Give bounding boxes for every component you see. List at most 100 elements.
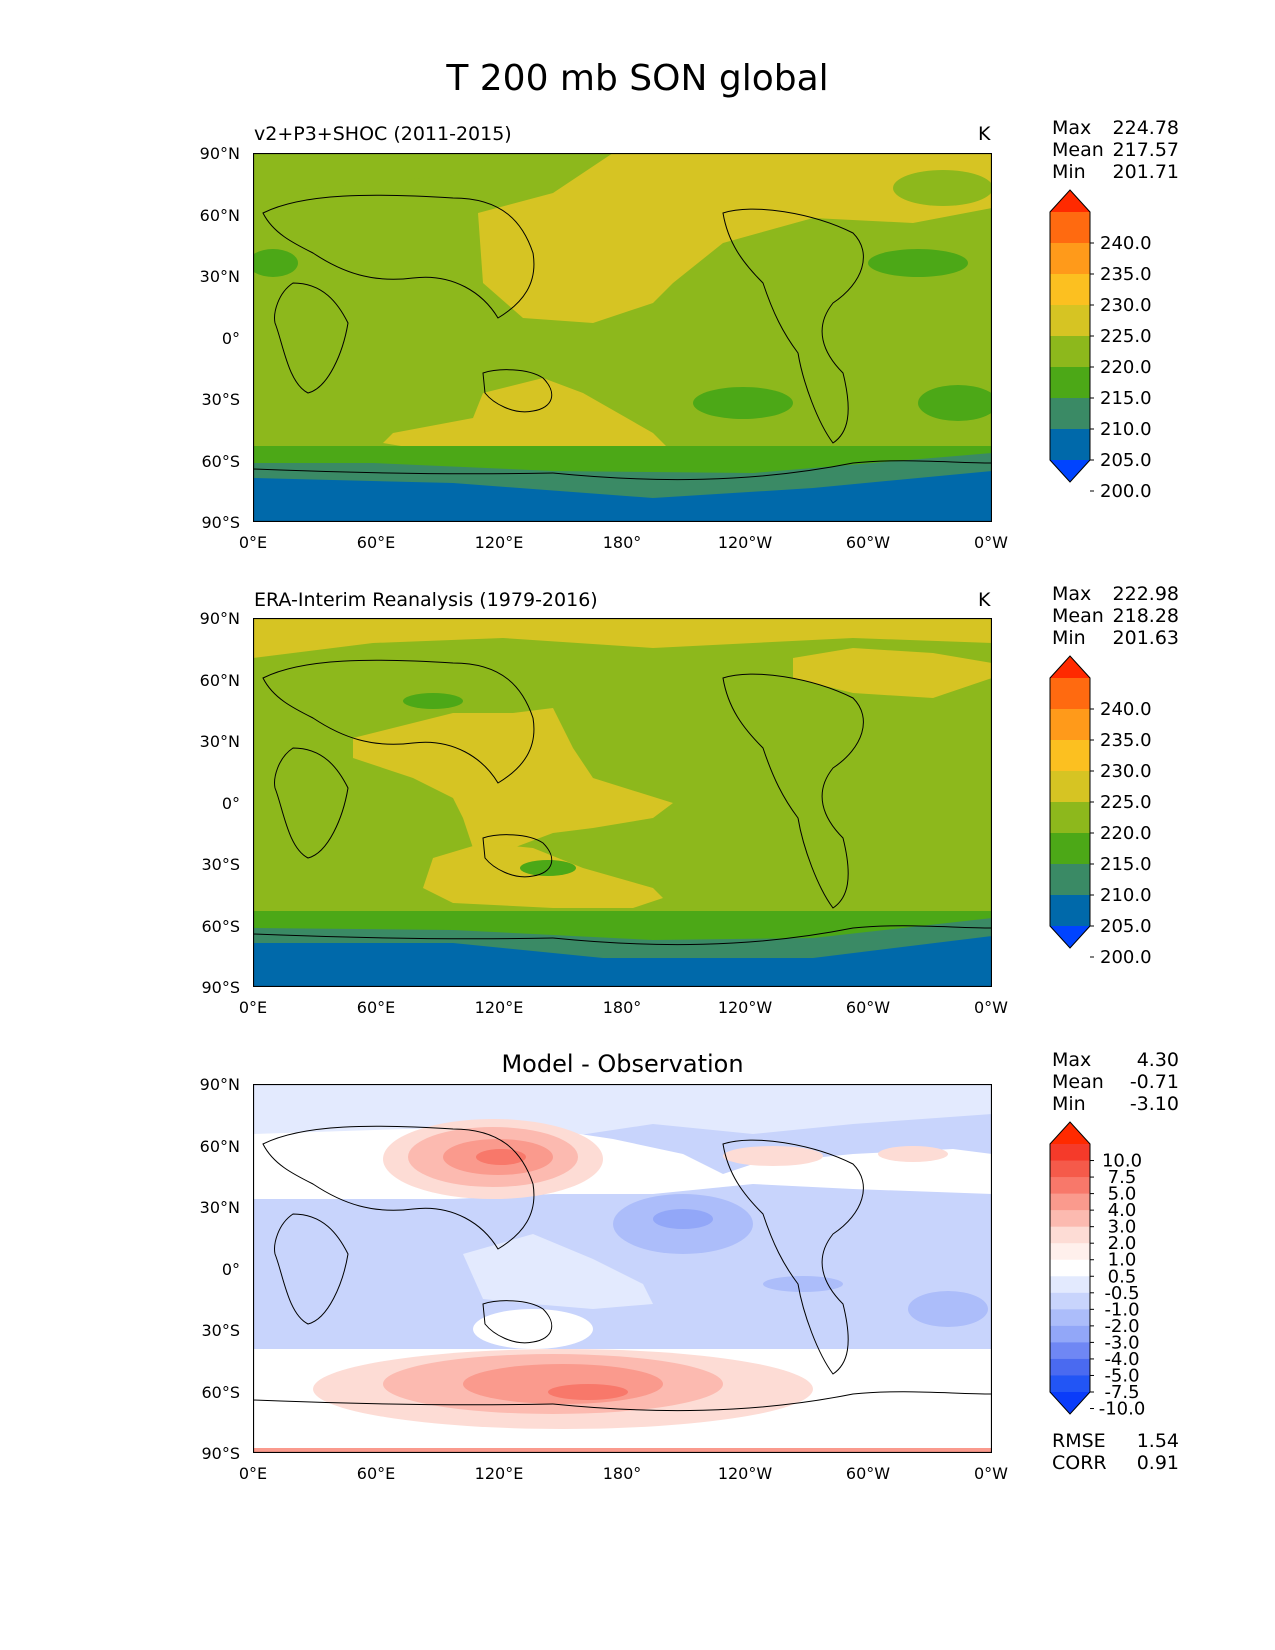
panel3-lon-tick: 0°W — [974, 1464, 1008, 1483]
stat-min-label: Min — [1052, 161, 1086, 183]
panel3-lon-tick: 0°E — [238, 1464, 268, 1483]
colorbar-extend-top — [1050, 190, 1090, 212]
panel1-lat-tick: 90°S — [201, 513, 240, 532]
panel2-lon-tick: 120°E — [474, 998, 524, 1017]
panel2-lon-tick: 60°E — [356, 998, 396, 1017]
colorbar-label: 0.5 — [1108, 1266, 1137, 1287]
stat-mean-value: 217.57 — [1112, 139, 1179, 161]
colorbar-label: -2.0 — [1104, 1316, 1139, 1337]
panel2-lat-tick: 0° — [221, 794, 240, 813]
colorbar-label: 235.0 — [1100, 264, 1152, 285]
panel1-lat-tick: 0° — [221, 329, 240, 348]
colorbar-extend-top — [1050, 1122, 1090, 1144]
colorbar-label: 205.0 — [1100, 916, 1152, 937]
colorbar-label: 210.0 — [1100, 419, 1152, 440]
colorbar-segment — [1050, 864, 1090, 896]
stat-max-label: Max — [1052, 117, 1092, 139]
corr-label: CORR — [1052, 1452, 1107, 1474]
colorbar-label: -4.0 — [1104, 1349, 1139, 1370]
panel1-stats: Max 224.78 Mean 217.57 Min 201.71 — [1052, 117, 1179, 187]
colorbar-label: -5.0 — [1104, 1365, 1139, 1386]
colorbar-extend-bottom — [1050, 1392, 1090, 1414]
panel3-lat-tick: 30°N — [199, 1198, 240, 1217]
colorbar-label: 230.0 — [1100, 295, 1152, 316]
colorbar-segment — [1050, 678, 1090, 710]
colorbar-label: -3.0 — [1104, 1332, 1139, 1353]
panel3-lat-tick: 60°S — [201, 1383, 240, 1402]
panel2-lon-tick: 60°W — [845, 998, 891, 1017]
stat-min-value: 201.71 — [1112, 161, 1179, 183]
stat-max-value: 222.98 — [1112, 583, 1179, 605]
colorbar-segment — [1050, 212, 1090, 244]
colorbar-label: 230.0 — [1100, 761, 1152, 782]
colorbar-label: -7.5 — [1104, 1382, 1139, 1403]
colorbar-segment — [1050, 833, 1090, 865]
stat-min-value: 201.63 — [1112, 627, 1179, 649]
colorbar-segment — [1050, 367, 1090, 399]
stat-min-value: -3.10 — [1129, 1093, 1179, 1115]
panel2-lon-tick: 120°W — [717, 998, 773, 1017]
panel3-lon-tick: 180° — [602, 1464, 642, 1483]
colorbar-segment — [1050, 1309, 1090, 1327]
colorbar-segment — [1050, 895, 1090, 927]
colorbar-label: 1.0 — [1108, 1250, 1137, 1271]
colorbar-label: 200.0 — [1100, 481, 1152, 502]
colorbar-segment — [1050, 1193, 1090, 1211]
colorbar-segment — [1050, 1177, 1090, 1195]
panel2-stats: Max 222.98 Mean 218.28 Min 201.63 — [1052, 583, 1179, 653]
panel2-lon-tick: 0°W — [974, 998, 1008, 1017]
colorbar-label: -1.0 — [1104, 1299, 1139, 1320]
panel1-lat-tick: 60°S — [201, 452, 240, 471]
panel1-lat-tick: 60°N — [199, 206, 240, 225]
panel3-stats: Max 4.30 Mean -0.71 Min -3.10 — [1052, 1049, 1179, 1119]
stat-max-label: Max — [1052, 1049, 1092, 1071]
rmse-value: 1.54 — [1136, 1430, 1179, 1452]
colorbar-extend-top — [1050, 656, 1090, 678]
panel2-map — [253, 618, 992, 987]
stat-mean-label: Mean — [1052, 1071, 1104, 1093]
colorbar-segment — [1050, 1144, 1090, 1162]
colorbar-label: 240.0 — [1100, 233, 1152, 254]
colorbar-label: 205.0 — [1100, 450, 1152, 471]
stat-mean-value: 218.28 — [1112, 605, 1179, 627]
colorbar-label: 5.0 — [1108, 1184, 1137, 1205]
colorbar-label: 240.0 — [1100, 699, 1152, 720]
panel2-lat-tick: 30°N — [199, 732, 240, 751]
stat-max-value: 224.78 — [1112, 117, 1179, 139]
panel2-units: K — [978, 589, 991, 611]
panel3-lon-tick: 120°W — [717, 1464, 773, 1483]
panel1-lon-tick: 60°W — [845, 533, 891, 552]
colorbar-label: 2.0 — [1108, 1233, 1137, 1254]
panel1-lat-tick: 90°N — [199, 144, 240, 163]
stat-min-label: Min — [1052, 1093, 1086, 1115]
colorbar-label: 7.5 — [1108, 1167, 1137, 1188]
corr-value: 0.91 — [1136, 1452, 1179, 1474]
figure-title: T 200 mb SON global — [446, 58, 829, 99]
colorbar-label: 200.0 — [1100, 947, 1152, 968]
stat-mean-label: Mean — [1052, 605, 1104, 627]
panel1-colorbar: 240.0 235.0 230.0 225.0 220.0 215.0 210.0 205.0… — [1049, 189, 1152, 502]
colorbar-label: 225.0 — [1100, 792, 1152, 813]
stat-mean-value: -0.71 — [1129, 1071, 1179, 1093]
panel3-skill-scores: RMSE 1.54 CORR 0.91 — [1052, 1430, 1179, 1478]
colorbar-extend-bottom — [1050, 460, 1090, 482]
rmse-label: RMSE — [1052, 1430, 1106, 1452]
panel3-lon-tick: 120°E — [474, 1464, 524, 1483]
colorbar-segment — [1050, 1160, 1090, 1178]
panel1-lat-tick: 30°N — [199, 267, 240, 286]
panel1-lon-tick: 0°W — [974, 533, 1008, 552]
colorbar-segment — [1050, 1210, 1090, 1228]
colorbar-label: 215.0 — [1100, 854, 1152, 875]
panel1-lon-tick: 120°E — [474, 533, 524, 552]
panel2-lat-tick: 60°N — [199, 671, 240, 690]
panel3-title: Model - Observation — [501, 1050, 744, 1078]
panel3-lat-tick: 90°S — [201, 1444, 240, 1463]
stat-mean-label: Mean — [1052, 139, 1104, 161]
colorbar-label: -0.5 — [1104, 1283, 1139, 1304]
colorbar-segment — [1050, 429, 1090, 461]
panel2-title: ERA-Interim Reanalysis (1979-2016) — [254, 589, 598, 611]
colorbar-segment — [1050, 1243, 1090, 1261]
colorbar-segment — [1050, 1276, 1090, 1294]
colorbar-label: 220.0 — [1100, 357, 1152, 378]
panel3-lon-tick: 60°W — [845, 1464, 891, 1483]
